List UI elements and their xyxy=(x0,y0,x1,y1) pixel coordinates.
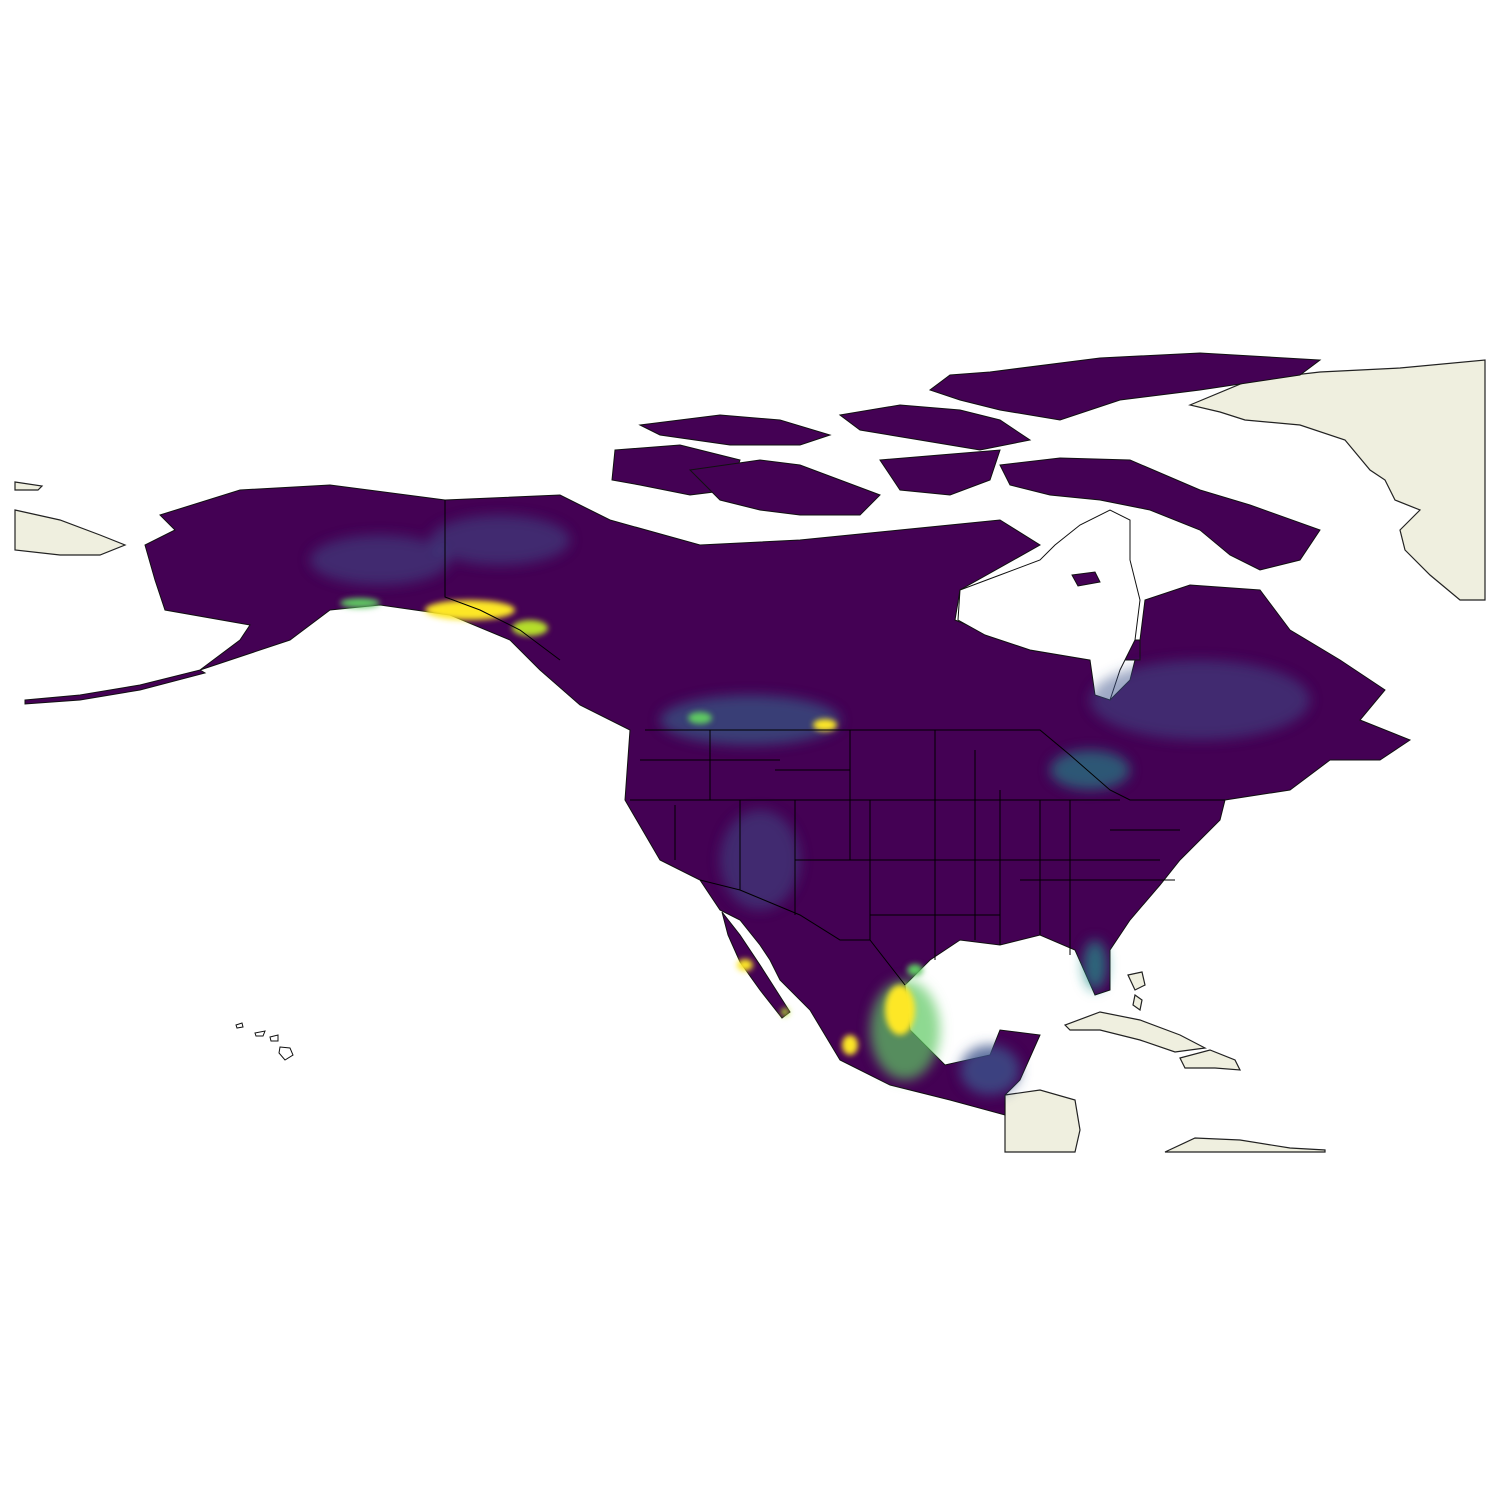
hotspot xyxy=(340,598,380,608)
highlights xyxy=(310,515,1310,1095)
highlight xyxy=(430,515,570,565)
central-america xyxy=(1004,1089,1081,1153)
hotspot xyxy=(907,964,923,976)
hotspot xyxy=(737,959,753,971)
hudson-bay xyxy=(957,509,1141,701)
hotspot xyxy=(781,1008,789,1016)
borders xyxy=(444,500,1225,986)
highlight xyxy=(1090,660,1310,740)
cuba xyxy=(1063,1011,1207,1053)
baja xyxy=(721,911,791,1019)
siberia xyxy=(14,509,127,556)
highlight xyxy=(660,695,840,745)
arctic-islands xyxy=(838,404,1032,451)
hotspots xyxy=(340,598,923,1055)
hotspot xyxy=(813,719,837,731)
hotspot xyxy=(842,1035,858,1055)
hawaii xyxy=(235,1022,294,1061)
arctic-islands xyxy=(999,457,1321,571)
southampton-island xyxy=(1071,571,1101,587)
south-america xyxy=(1164,1137,1326,1153)
arctic-islands xyxy=(638,414,832,446)
arctic-islands xyxy=(879,449,1001,496)
bahamas xyxy=(1127,971,1146,1012)
highlight xyxy=(1050,750,1130,790)
hotspot xyxy=(885,985,915,1035)
highlight xyxy=(720,810,800,910)
highlight xyxy=(960,1045,1020,1095)
aleutians xyxy=(24,669,207,705)
arctic-islands xyxy=(688,459,881,516)
hotspot xyxy=(512,620,548,636)
alaska-border xyxy=(444,500,561,661)
highlight xyxy=(310,535,450,585)
greenland xyxy=(1188,359,1486,601)
hotspot xyxy=(688,712,712,724)
us-mexico-border xyxy=(699,879,906,986)
siberia-tip xyxy=(14,481,44,491)
hispaniola xyxy=(1179,1049,1242,1071)
highlight xyxy=(1083,940,1107,990)
us-canada-border xyxy=(645,729,1225,801)
arctic-islands xyxy=(928,352,1322,421)
hotspot xyxy=(425,600,515,620)
